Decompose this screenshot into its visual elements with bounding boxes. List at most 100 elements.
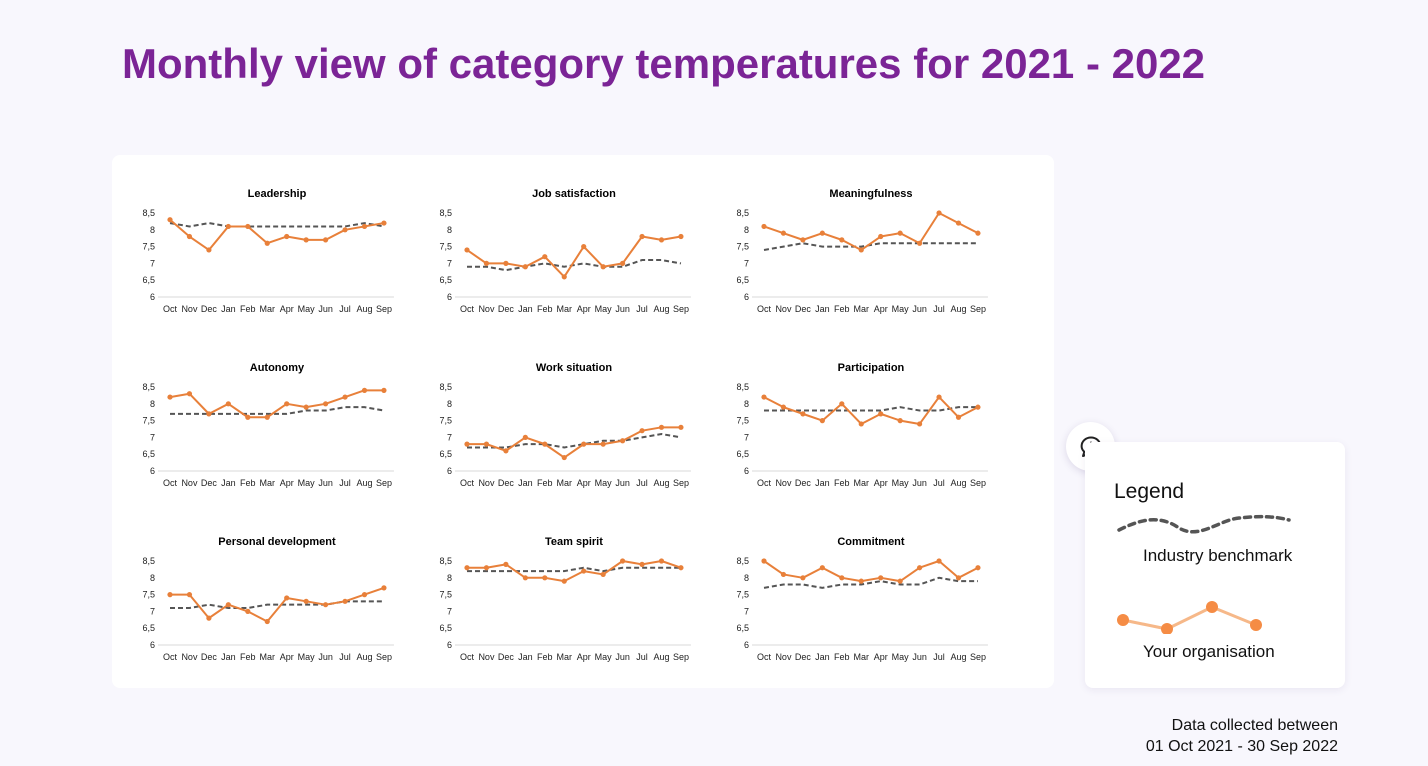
- x-tick-label: Oct: [163, 652, 178, 662]
- organisation-point: [245, 608, 251, 614]
- y-tick-label: 6,5: [439, 623, 452, 633]
- chart-commitment: Commitment 8,5 8 7,5 7 6,5 6 Oct Nov Dec Jan Feb Mar…: [736, 536, 988, 662]
- organisation-point: [225, 223, 231, 230]
- organisation-point: [819, 418, 825, 424]
- x-tick-label: Nov: [775, 478, 792, 488]
- y-tick-label: 7: [744, 258, 749, 268]
- x-tick-label: Nov: [478, 478, 495, 488]
- x-tick-label: Jun: [912, 478, 927, 488]
- y-tick-label: 7: [744, 606, 749, 616]
- organisation-point: [342, 598, 348, 604]
- x-tick-label: Aug: [653, 304, 669, 314]
- organisation-point: [464, 441, 470, 447]
- organisation-point: [600, 441, 606, 447]
- x-tick-label: May: [298, 478, 316, 488]
- x-tick-label: Aug: [356, 304, 372, 314]
- organisation-point: [639, 428, 645, 434]
- organisation-point: [167, 394, 173, 400]
- x-tick-label: Jul: [339, 652, 351, 662]
- organisation-line-meaningfulness: [763, 212, 979, 251]
- organisation-point: [658, 424, 665, 430]
- organisation-point: [761, 558, 767, 564]
- organisation-point: [342, 227, 348, 233]
- y-tick-label: 8,5: [142, 208, 155, 218]
- x-tick-label: Apr: [280, 478, 294, 488]
- organisation-point: [839, 575, 845, 581]
- chart-title-commitment: Commitment: [837, 536, 905, 548]
- organisation-point: [186, 592, 193, 598]
- organisation-point: [878, 411, 884, 417]
- x-tick-label: Jan: [815, 652, 830, 662]
- chart-title-autonomy: Autonomy: [250, 362, 305, 374]
- organisation-point: [522, 434, 528, 440]
- x-tick-label: Feb: [240, 304, 256, 314]
- x-tick-label: May: [892, 478, 910, 488]
- x-tick-label: Jan: [221, 652, 236, 662]
- y-tick-label: 6: [150, 466, 155, 476]
- x-tick-label: Nov: [775, 304, 792, 314]
- x-tick-label: Jan: [518, 652, 533, 662]
- organisation-point: [522, 264, 528, 270]
- x-tick-label: Sep: [376, 652, 392, 662]
- x-tick-label: Sep: [376, 304, 392, 314]
- organisation-point: [284, 233, 290, 240]
- organisation-point: [800, 237, 806, 243]
- y-tick-label: 8,5: [439, 382, 452, 392]
- x-tick-label: Dec: [795, 478, 812, 488]
- charts-panel: Leadership 8,5 8 7,5 7 6,5 6 Oct Nov Dec Jan Feb Mar…: [112, 155, 1054, 688]
- x-tick-label: Jul: [636, 652, 648, 662]
- benchmark-line-personal-development: [170, 600, 384, 610]
- x-tick-label: Jan: [221, 478, 236, 488]
- x-tick-label: Mar: [557, 304, 573, 314]
- organisation-point: [955, 220, 962, 226]
- organisation-point: [464, 247, 470, 253]
- y-tick-label: 7: [447, 606, 452, 616]
- organisation-point: [303, 404, 309, 410]
- x-tick-label: May: [595, 304, 613, 314]
- organisation-point: [542, 575, 548, 581]
- y-tick-label: 8,5: [736, 208, 749, 218]
- organisation-line-commitment: [763, 560, 979, 583]
- organisation-point: [503, 561, 509, 567]
- benchmark-line-autonomy: [170, 406, 385, 415]
- x-tick-label: Apr: [577, 652, 591, 662]
- y-tick-label: 8: [150, 399, 155, 409]
- x-tick-label: Dec: [795, 652, 812, 662]
- organisation-point: [936, 394, 942, 400]
- organisation-point: [897, 230, 903, 236]
- x-tick-label: Nov: [478, 652, 495, 662]
- organisation-point: [780, 230, 787, 236]
- organisation-point: [955, 575, 962, 581]
- x-tick-label: Aug: [653, 652, 669, 662]
- y-tick-label: 6,5: [142, 623, 155, 633]
- organisation-point: [678, 565, 684, 571]
- x-tick-label: Jan: [518, 304, 533, 314]
- x-tick-label: Nov: [775, 652, 792, 662]
- organisation-line-autonomy: [169, 389, 384, 419]
- benchmark-line-commitment: [763, 576, 978, 589]
- y-tick-label: 7: [150, 432, 155, 442]
- organisation-point: [858, 247, 864, 253]
- x-tick-label: Oct: [757, 304, 772, 314]
- y-tick-label: 6,5: [142, 449, 155, 459]
- organisation-point: [542, 254, 548, 260]
- y-tick-label: 6: [447, 640, 452, 650]
- organisation-point: [936, 558, 942, 564]
- organisation-point: [342, 394, 348, 400]
- organisation-point: [800, 575, 806, 581]
- organisation-point: [206, 615, 212, 621]
- x-tick-label: Apr: [874, 304, 888, 314]
- organisation-point: [323, 237, 329, 243]
- y-tick-label: 8,5: [736, 556, 749, 566]
- chart-participation: Participation 8,5 8 7,5 7 6,5 6 Oct Nov Dec Jan Feb…: [736, 362, 988, 488]
- x-tick-label: Jul: [636, 304, 648, 314]
- organisation-point: [581, 441, 587, 447]
- chart-title-work-situation: Work situation: [536, 362, 612, 374]
- organisation-point: [620, 558, 626, 564]
- organisation-point: [284, 401, 290, 407]
- chart-title-meaningfulness: Meaningfulness: [829, 188, 912, 200]
- y-tick-label: 8: [447, 573, 452, 583]
- x-tick-label: Feb: [537, 478, 553, 488]
- organisation-point: [361, 592, 368, 598]
